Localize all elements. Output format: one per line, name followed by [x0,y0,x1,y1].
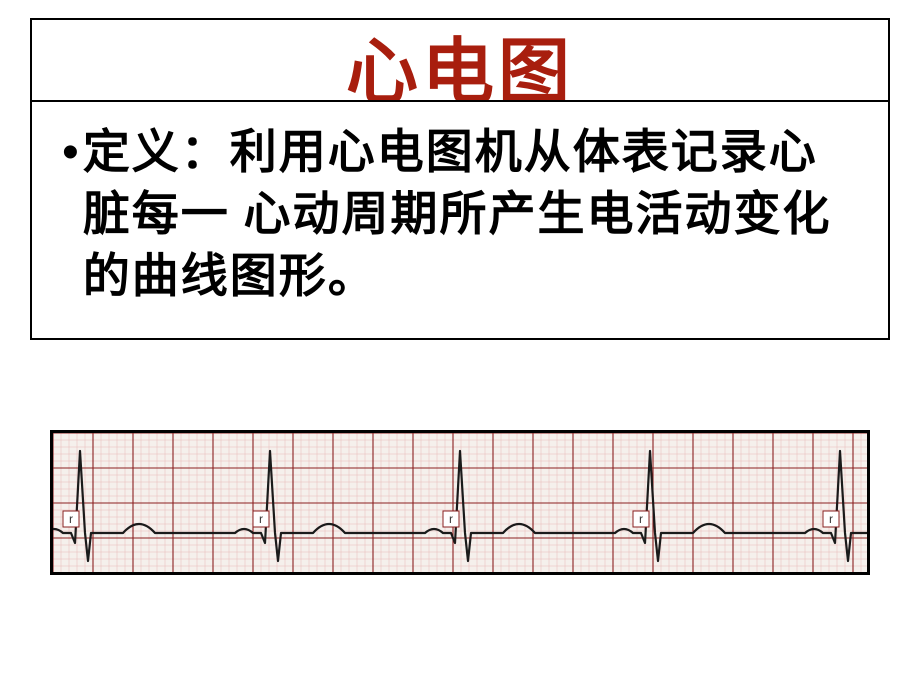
ecg-svg: rrrrr [53,433,867,572]
svg-text:r: r [259,512,263,526]
definition-row: • 定义：利用心电图机从体表记录心脏每一 心动周期所产生电活动变化的曲线图形。 [62,122,858,308]
bullet-icon: • [62,122,79,184]
definition-box: • 定义：利用心电图机从体表记录心脏每一 心动周期所产生电活动变化的曲线图形。 [30,100,890,340]
svg-text:r: r [639,512,643,526]
svg-text:r: r [829,512,833,526]
title-box: 心电图 [30,18,890,113]
ecg-chart: rrrrr [50,430,870,575]
svg-text:r: r [449,512,453,526]
svg-text:r: r [69,512,73,526]
definition-text: 定义：利用心电图机从体表记录心脏每一 心动周期所产生电活动变化的曲线图形。 [83,122,858,308]
